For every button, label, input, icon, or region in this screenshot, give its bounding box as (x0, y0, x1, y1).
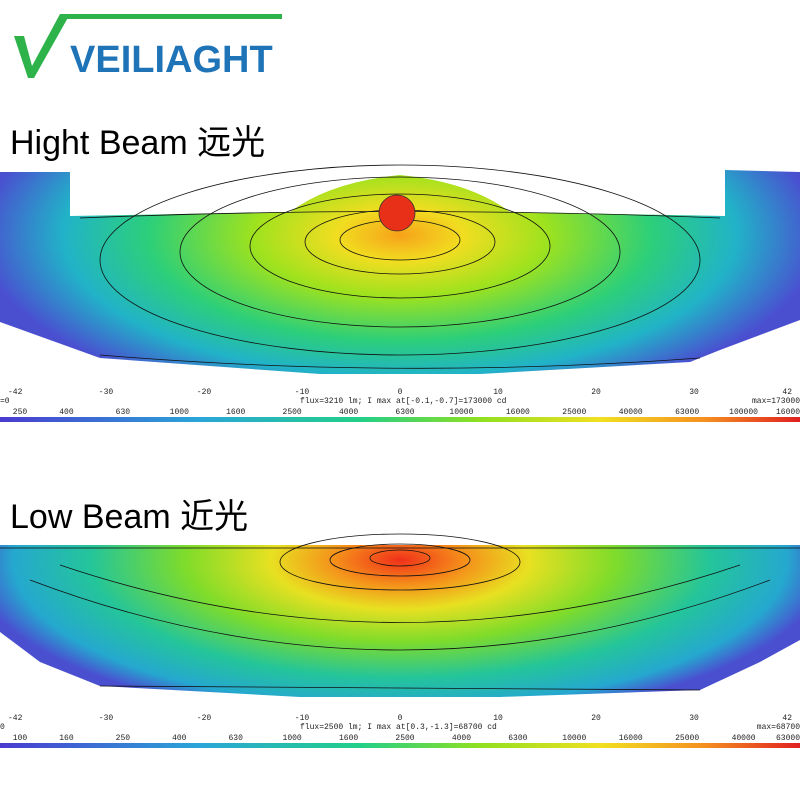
axis-label: 0 (398, 714, 403, 723)
heatmap (0, 545, 800, 697)
scale-label: 630 (229, 734, 244, 743)
scale-label: 100000 (729, 408, 758, 417)
scale-label: 2500 (283, 408, 302, 417)
scale-label: 1000 (170, 408, 189, 417)
scale-label: 2500 (395, 734, 414, 743)
scale-label: 4000 (452, 734, 471, 743)
flux-info: flux=2500 lm; I max at[0.3,-1.3]=68700 c… (300, 723, 497, 732)
logo-mark (14, 14, 70, 78)
panel-scale: -42 -30 -20 -10 0 10 20 30 420 flux=2500 lm; I ma… (0, 714, 800, 748)
scale-label: 40000 (619, 408, 643, 417)
axis-label: 42 (782, 714, 792, 723)
color-bar (0, 743, 800, 748)
axis-label: -42 (8, 714, 23, 723)
logo-bar (60, 14, 282, 19)
axis-label: -20 (197, 388, 212, 397)
max-info: max=173000 (752, 397, 800, 406)
axis-label: -42 (8, 388, 23, 397)
axis-label: 0 (398, 388, 403, 397)
scale-label: 63000 (776, 734, 800, 743)
scale-label: 16000 (506, 408, 530, 417)
contours (0, 533, 800, 691)
panel-scale: -42 -30 -20 -10 0 10 20 30 42 =0 flux=3210 lm; I m… (0, 388, 800, 422)
scale-label: 1600 (339, 734, 358, 743)
scale-label: 630 (116, 408, 131, 417)
scale-label: 6300 (508, 734, 527, 743)
left-note: =0 (0, 397, 10, 406)
axis-label: 30 (689, 714, 699, 723)
logo-text: VEILIAGHT (70, 39, 273, 81)
panel-title: Low Beam 近光 (10, 498, 248, 536)
color-bar (0, 417, 800, 422)
scale-label: 250 (116, 734, 131, 743)
scale-label: 4000 (339, 408, 358, 417)
scale-label: 63000 (675, 408, 699, 417)
scale-label: 1600 (226, 408, 245, 417)
scale-label: 100 (13, 734, 28, 743)
scale-label: 10000 (562, 734, 586, 743)
scale-label: 16000 (776, 408, 800, 417)
panel-title: Hight Beam 远光 (10, 124, 265, 162)
scale-label: 400 (172, 734, 187, 743)
scale-label: 10000 (449, 408, 473, 417)
max-info: max=68700 (757, 723, 800, 732)
axis-label: 30 (689, 388, 699, 397)
axis-label: 42 (782, 388, 792, 397)
scale-label: 25000 (562, 408, 586, 417)
scale-label: 160 (59, 734, 74, 743)
axis-label: -10 (295, 714, 310, 723)
axis-label: 20 (591, 388, 601, 397)
axis-label: 20 (591, 714, 601, 723)
hotspot (378, 194, 416, 232)
scale-label: 16000 (619, 734, 643, 743)
flux-info: flux=3210 lm; I max at[-0.1,-0.7]=173000… (300, 397, 507, 406)
scale-label: 1000 (283, 734, 302, 743)
axis-label: -30 (99, 714, 114, 723)
left-note: 0 (0, 723, 5, 732)
axis-label: 10 (493, 388, 503, 397)
axis-label: -10 (295, 388, 310, 397)
axis-label: 10 (493, 714, 503, 723)
axis-label: -20 (197, 714, 212, 723)
scale-label: 6300 (395, 408, 414, 417)
axis-label: -30 (99, 388, 114, 397)
scale-label: 400 (59, 408, 74, 417)
scale-label: 25000 (675, 734, 699, 743)
scale-label: 250 (13, 408, 28, 417)
scale-label: 40000 (732, 734, 756, 743)
